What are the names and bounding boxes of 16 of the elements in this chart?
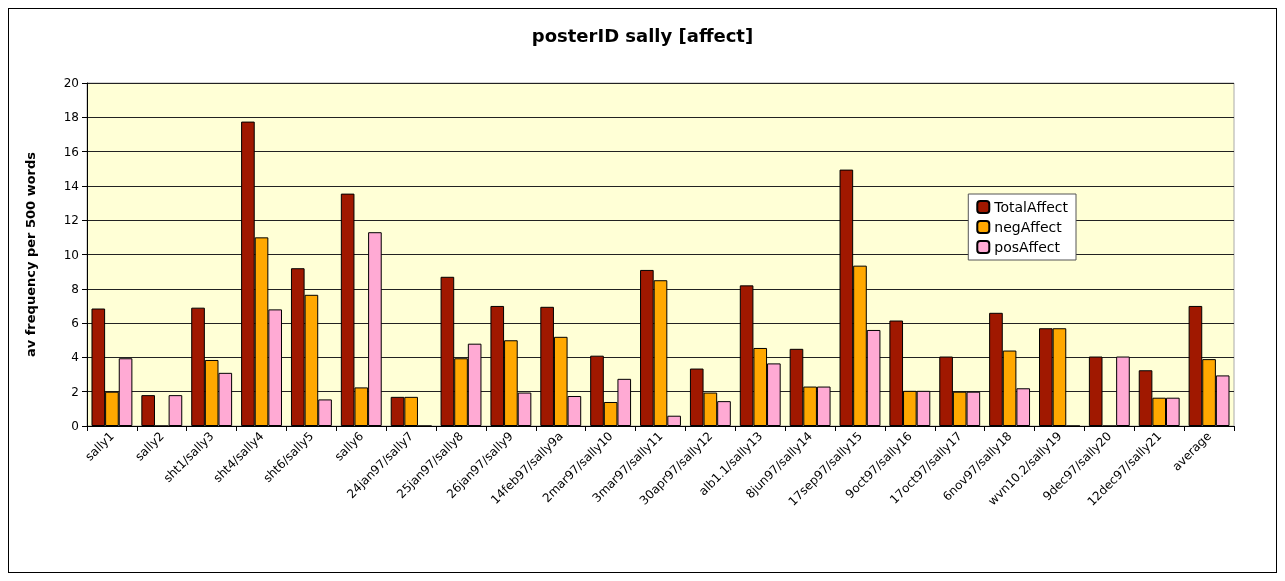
legend-label: negAffect: [994, 219, 1063, 235]
y-tick-label: 16: [63, 144, 79, 159]
legend-label: TotalAffect: [993, 199, 1069, 215]
y-tick-label: 0: [71, 419, 79, 433]
y-tick-label: 2: [71, 384, 79, 399]
y-tick-label: 10: [63, 247, 79, 262]
y-tick-label: 4: [71, 350, 79, 365]
y-axis-title: av frequency per 500 words: [23, 151, 38, 358]
y-tick-label: 20: [63, 76, 79, 90]
y-tick-label: 8: [71, 281, 79, 296]
legend-label: posAffect: [994, 239, 1061, 255]
chart-title: posterID sally [affect]: [531, 24, 754, 46]
y-tick-label: 18: [63, 110, 79, 125]
y-tick-label: 14: [63, 178, 79, 193]
y-tick-label: 12: [63, 213, 79, 228]
y-tick-label: 6: [71, 316, 79, 331]
